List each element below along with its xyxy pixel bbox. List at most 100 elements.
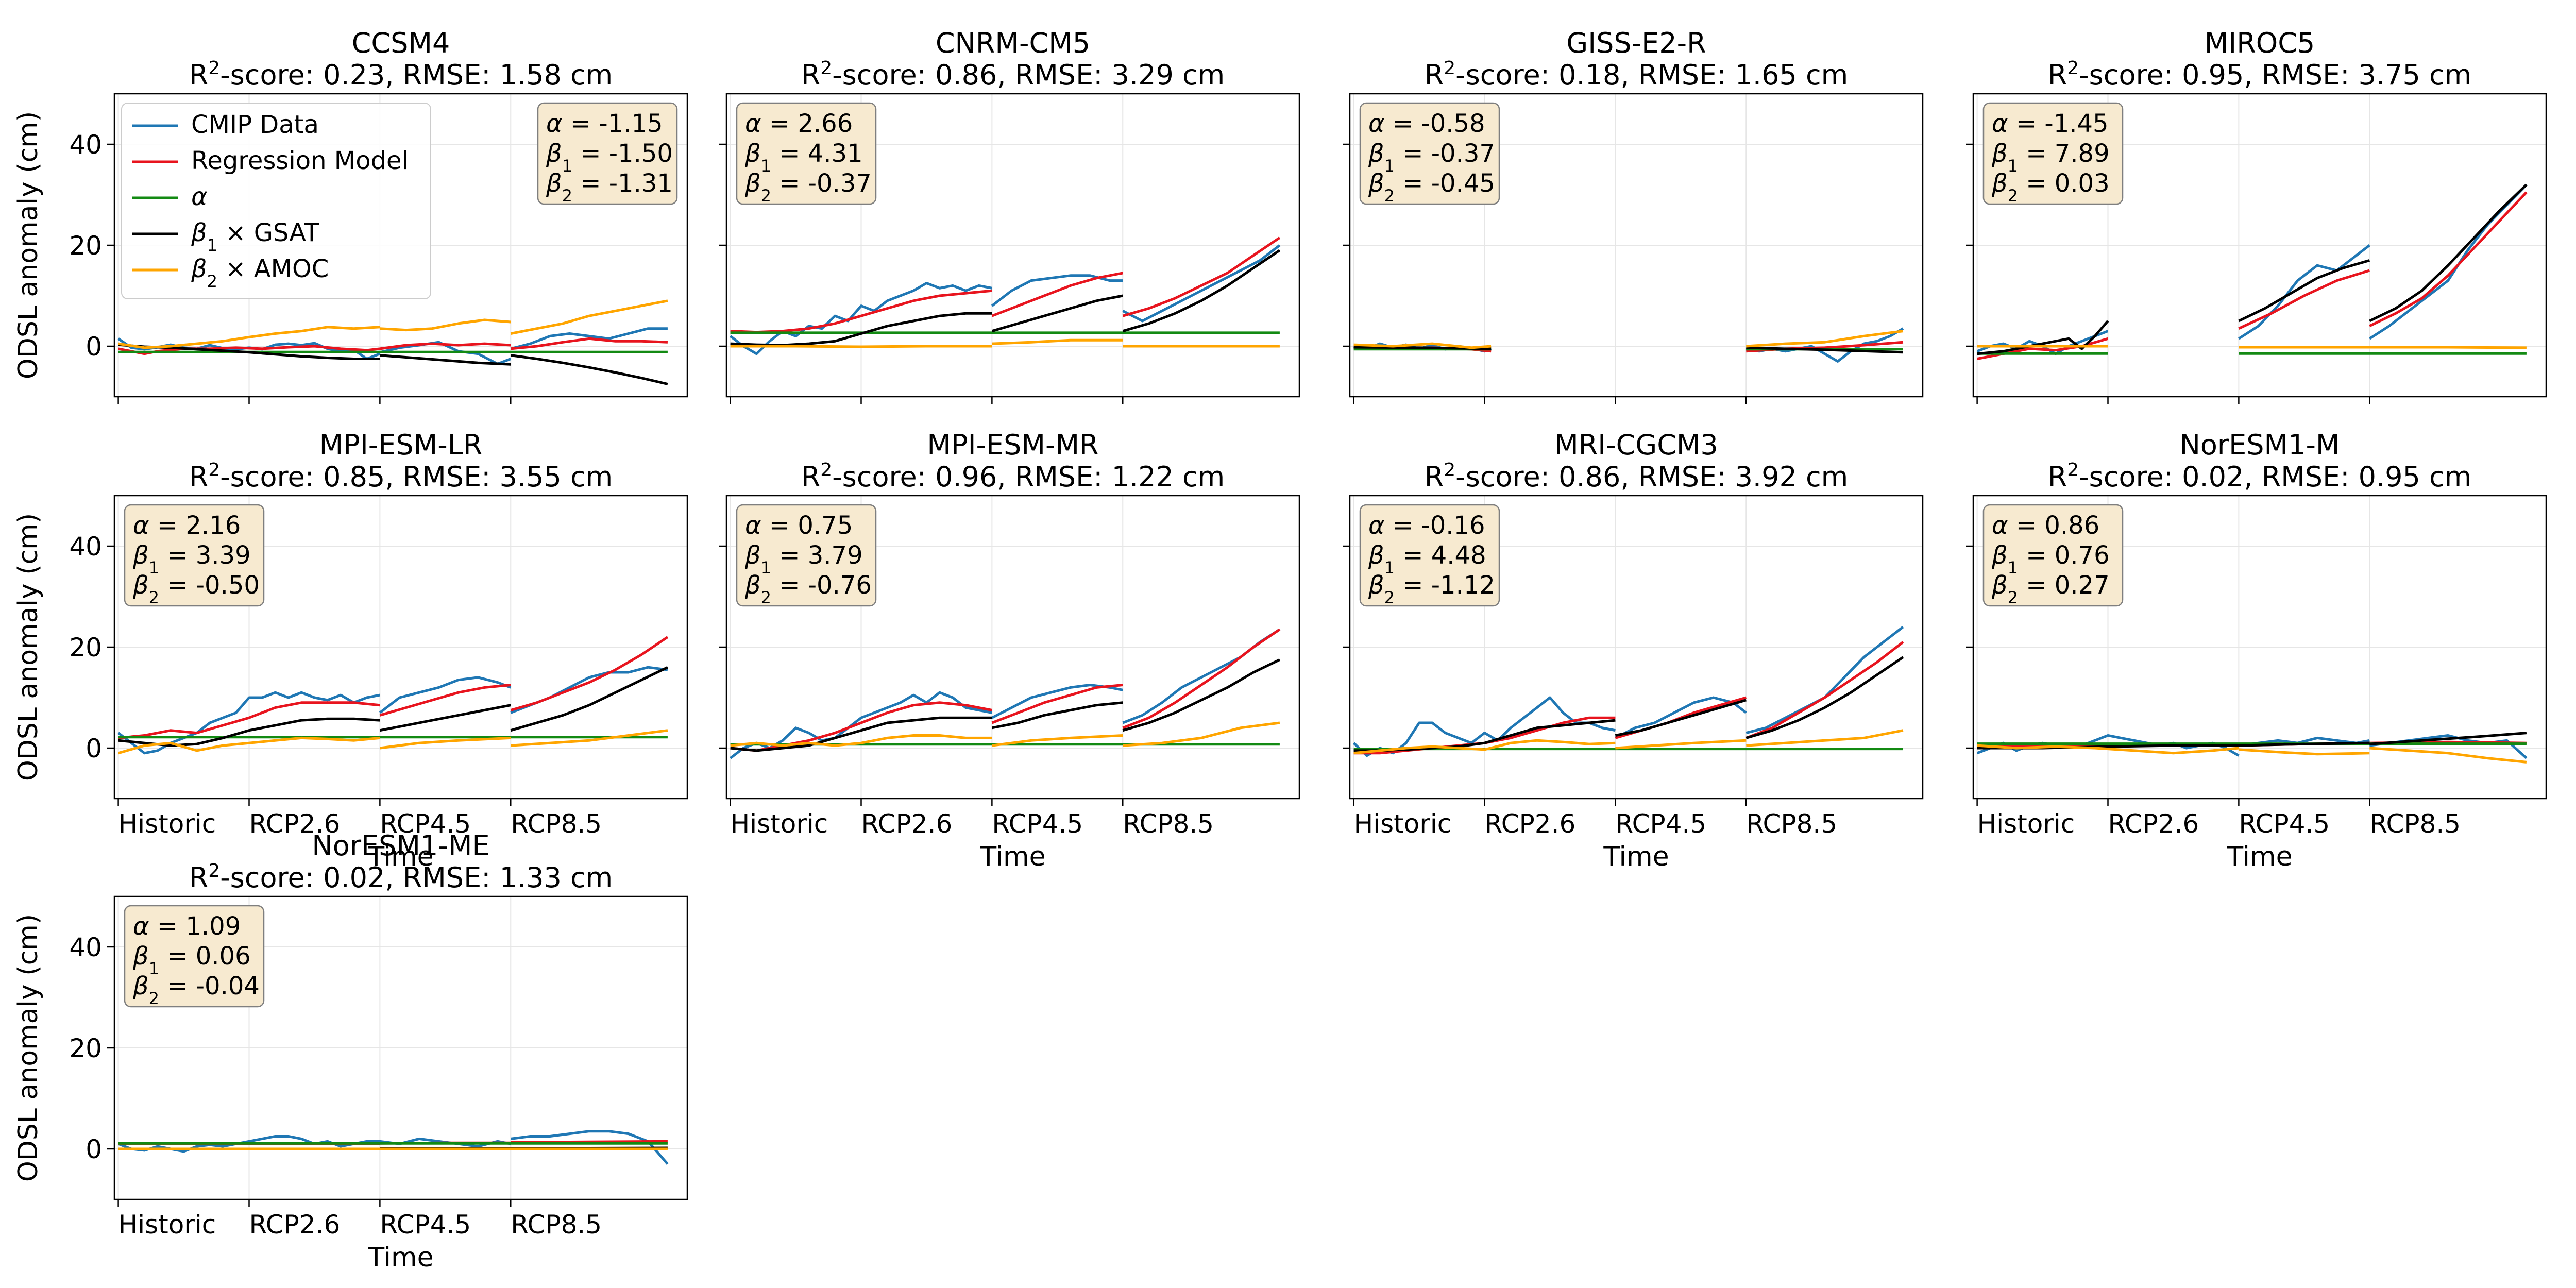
param-symbol: α [546, 109, 563, 138]
param-symbol: β [1991, 139, 2008, 168]
param-equals: = [771, 571, 808, 600]
param-subscript: 1 [562, 156, 572, 176]
param-symbol: α [1368, 109, 1385, 138]
panel-title: MPI-ESM-MR [927, 429, 1098, 461]
param-value: 4.48 [1431, 541, 1486, 570]
x-tick-label: RCP4.5 [992, 809, 1083, 839]
legend-label-cmip: CMIP Data [191, 110, 319, 139]
panel-title: NorESM1-ME [312, 829, 489, 862]
subtitle-sup: 2 [820, 460, 832, 481]
x-tick-label: RCP2.6 [249, 1210, 340, 1240]
panel-subtitle: R2-score: 0.18, RMSE: 1.65 cm [1425, 58, 1849, 92]
param-value: -1.31 [609, 169, 673, 198]
x-axis-label: Time [979, 841, 1045, 872]
y-axis-label: ODSL anomaly (cm) [13, 111, 44, 379]
param-symbol: β [1368, 139, 1384, 168]
param-symbol: α [1992, 109, 2008, 138]
y-tick-label: 20 [69, 1033, 102, 1063]
series-amoc-line [730, 338, 1280, 348]
rmse-value: 3.92 cm [1735, 461, 1849, 493]
series-group [730, 236, 1281, 355]
param-equals: = [1395, 541, 1431, 570]
panel-subtitle: R2-score: 0.23, RMSE: 1.58 cm [189, 58, 613, 92]
subtitle-text: -score: [220, 861, 323, 894]
subtitle-text: , RMSE: [385, 461, 499, 493]
subtitle-r: R [801, 461, 821, 493]
param-symbol: β [1991, 541, 2008, 570]
param-symbol: β [744, 571, 761, 600]
param-equals: = [2018, 169, 2055, 198]
param-symbol: β [744, 169, 761, 198]
series-gsat-line [730, 249, 1281, 347]
series-amoc-line [1977, 345, 2527, 349]
param-value: -1.12 [1431, 571, 1495, 600]
param-value: 0.86 [2044, 511, 2099, 540]
param-equals: = [761, 511, 798, 540]
param-symbol: β [744, 139, 761, 168]
param-equals: = [1385, 109, 1421, 138]
series-group [1976, 732, 2528, 764]
param-value: -1.15 [599, 109, 663, 138]
panel-giss-e2-r: GISS-E2-RR2-score: 0.18, RMSE: 1.65 cm α … [1343, 27, 1924, 404]
param-symbol: α [1368, 511, 1385, 540]
param-symbol: β [132, 942, 149, 971]
param-value: -0.04 [196, 972, 260, 1001]
param-beta2: β2 = -0.76 [744, 571, 872, 607]
series-gsat-line [730, 658, 1280, 752]
x-tick-label: RCP2.6 [861, 809, 952, 839]
param-value: -0.37 [1431, 139, 1495, 168]
param-subscript: 2 [1384, 186, 1395, 206]
param-equals: = [159, 571, 196, 600]
param-equals: = [149, 511, 186, 540]
param-beta2: β2 = -1.12 [1368, 571, 1495, 607]
series-regression-line [730, 628, 1281, 752]
subtitle-text: , RMSE: [997, 59, 1111, 91]
r2-value: 0.02 [323, 861, 385, 894]
param-value: 0.76 [2055, 541, 2110, 570]
param-alpha: α = 2.16 [133, 511, 241, 540]
param-equals: = [771, 541, 808, 570]
subtitle-text: -score: [1455, 59, 1558, 91]
panel-subtitle: R2-score: 0.96, RMSE: 1.22 cm [801, 460, 1225, 494]
x-tick-label: RCP4.5 [380, 1210, 471, 1240]
param-value: 0.75 [798, 511, 853, 540]
x-tick-label: RCP8.5 [1123, 809, 1214, 839]
series-group [1353, 327, 1904, 363]
series-regression-line [118, 337, 668, 355]
param-beta1: β1 = 4.31 [744, 139, 863, 176]
rmse-value: 1.22 cm [1112, 461, 1225, 493]
param-subscript: 2 [149, 588, 159, 607]
x-tick-label: Historic [118, 1210, 216, 1240]
series-group [730, 628, 1281, 759]
param-beta1: β1 = 3.79 [744, 541, 863, 578]
series-amoc-line [730, 721, 1280, 747]
param-subscript: 2 [761, 186, 771, 206]
series-group [1352, 625, 1904, 757]
subtitle-sup: 2 [2067, 58, 2079, 79]
param-beta1: β1 = 0.76 [1991, 541, 2110, 578]
r2-value: 0.95 [2182, 59, 2244, 91]
param-subscript: 2 [2008, 588, 2018, 607]
subtitle-text: -score: [1455, 461, 1558, 493]
r2-value: 0.85 [323, 461, 385, 493]
param-symbol: β [1991, 169, 2008, 198]
param-value: 3.39 [196, 541, 251, 570]
param-value: 3.79 [808, 541, 863, 570]
series-gsat-line [118, 343, 668, 385]
panel-title: NorESM1-M [2179, 429, 2340, 461]
r2-value: 0.96 [935, 461, 997, 493]
subtitle-text: , RMSE: [2244, 59, 2358, 91]
rmse-value: 1.58 cm [500, 59, 613, 91]
x-tick-label: RCP8.5 [1746, 809, 1837, 839]
param-equals: = [572, 169, 609, 198]
param-symbol: β [1368, 541, 1384, 570]
panel-subtitle: R2-score: 0.02, RMSE: 1.33 cm [189, 860, 613, 894]
param-alpha: α = -0.58 [1368, 109, 1485, 138]
x-tick-label: RCP2.6 [2108, 809, 2199, 839]
panel-title: GISS-E2-R [1566, 27, 1706, 59]
